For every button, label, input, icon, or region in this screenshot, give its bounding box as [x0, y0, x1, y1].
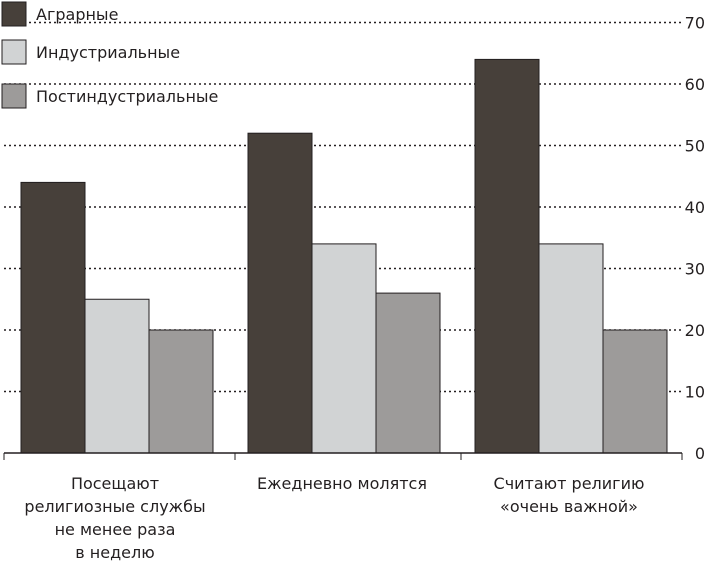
legend-swatch	[1, 83, 27, 109]
y-tick-label: 70	[685, 14, 705, 33]
category-label: в неделю	[75, 543, 154, 562]
legend-label: Аграрные	[36, 5, 118, 24]
category-label: Посещают	[71, 474, 159, 493]
bar-3-2	[375, 292, 441, 454]
bars	[20, 58, 668, 454]
y-tick-label: 20	[685, 321, 705, 340]
category-label: не менее раза	[55, 520, 176, 539]
bar-2-3	[538, 243, 604, 454]
bar-1-3	[474, 58, 540, 454]
bar-3-3	[602, 329, 668, 454]
legend-swatch	[1, 1, 27, 27]
y-tick-label: 0	[695, 444, 705, 463]
bar-3-1	[148, 329, 214, 454]
bar-2-1	[84, 298, 150, 454]
legend-label: Постиндустриальные	[36, 87, 218, 106]
category-label: «очень важной»	[500, 497, 638, 516]
legend: Аграрные Индустриальные Постиндустриальные	[1, 1, 218, 109]
y-tick-label: 40	[685, 198, 705, 217]
legend-swatch	[1, 39, 27, 65]
legend-label: Индустриальные	[36, 43, 180, 62]
y-axis: 0 10 20 30 40 50 60 70	[3, 14, 705, 463]
bar-1-1	[20, 181, 86, 454]
y-tick-label: 50	[685, 137, 705, 156]
bar-2-2	[311, 243, 377, 454]
category-label: Ежедневно молятся	[257, 474, 427, 493]
bar-1-2	[247, 132, 313, 454]
y-tick-label: 30	[685, 260, 705, 279]
y-tick-label: 10	[685, 383, 705, 402]
category-label: Считают религию	[494, 474, 645, 493]
y-tick-label: 60	[685, 75, 705, 94]
category-labels: Посещают религиозные службы не менее раза в…	[24, 474, 644, 562]
category-label: религиозные службы	[24, 497, 205, 516]
